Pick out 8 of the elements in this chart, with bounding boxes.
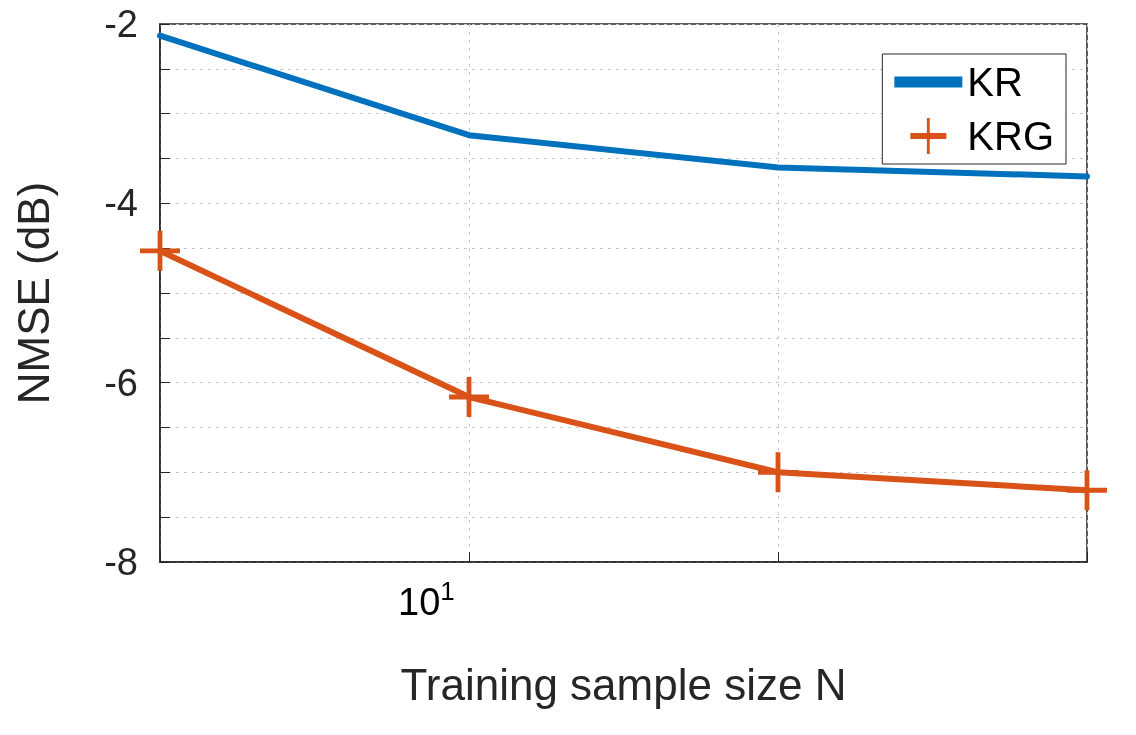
legend-label: KR — [967, 60, 1023, 104]
y-axis-title: NMSE (dB) — [8, 181, 58, 405]
legend-label: KRG — [967, 114, 1055, 158]
y-tick-label: -6 — [104, 361, 138, 404]
y-tick-label: -8 — [104, 541, 138, 583]
x-axis-title: Training sample size N — [400, 659, 847, 709]
y-tick-label: -2 — [104, 3, 138, 45]
y-tick-label: -4 — [104, 182, 138, 225]
